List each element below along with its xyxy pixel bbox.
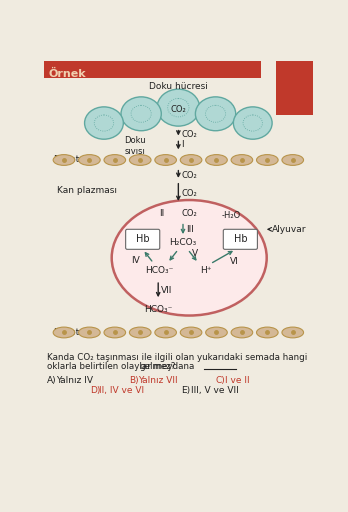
Ellipse shape [231,155,253,165]
Text: CO₂: CO₂ [171,105,186,115]
Ellipse shape [53,155,75,165]
Text: CO₂: CO₂ [181,189,197,198]
Ellipse shape [85,107,123,139]
Text: Doku
sıvısı: Doku sıvısı [124,136,146,156]
Text: -H₂O: -H₂O [222,211,241,220]
Text: CO₂: CO₂ [181,208,197,218]
Ellipse shape [129,155,151,165]
Ellipse shape [206,155,227,165]
Text: H⁺: H⁺ [200,266,212,275]
Text: III, V ve VII: III, V ve VII [191,387,238,395]
Ellipse shape [256,155,278,165]
Text: Yalnız VII: Yalnız VII [138,376,178,385]
Text: II: II [159,208,164,218]
Ellipse shape [104,327,126,338]
Ellipse shape [195,97,236,131]
Text: CO₂: CO₂ [181,171,197,180]
Text: I: I [181,140,184,149]
Ellipse shape [104,155,126,165]
Text: VII: VII [161,286,173,295]
Text: V: V [192,249,198,259]
Text: B): B) [129,376,139,385]
Text: III: III [186,225,194,234]
Text: A): A) [47,376,56,385]
Text: Yalnız IV: Yalnız IV [56,376,93,385]
Ellipse shape [53,327,75,338]
FancyBboxPatch shape [126,229,160,249]
Ellipse shape [79,327,100,338]
Text: Örnek: Örnek [49,69,87,79]
Text: gelmez?: gelmez? [139,362,176,371]
Ellipse shape [129,327,151,338]
Ellipse shape [231,327,253,338]
Text: II, IV ve VI: II, IV ve VI [99,387,144,395]
Text: I ve II: I ve II [225,376,250,385]
Text: HCO₃⁻: HCO₃⁻ [145,266,174,275]
Ellipse shape [256,327,278,338]
Ellipse shape [180,155,202,165]
Text: D): D) [90,387,100,395]
Text: Endotel: Endotel [53,328,87,337]
Ellipse shape [282,327,303,338]
Text: IV: IV [131,255,140,265]
Text: Alyuvar: Alyuvar [268,225,307,234]
Text: Endotel: Endotel [53,156,87,164]
Text: C): C) [215,376,225,385]
Text: Hb: Hb [234,234,247,244]
Text: H₂CO₃: H₂CO₃ [169,238,197,247]
Text: Doku hücresi: Doku hücresi [149,81,208,91]
Ellipse shape [234,107,272,139]
Text: oklarla belirtilen olaylar meydana: oklarla belirtilen olaylar meydana [47,362,197,371]
Text: Kanda CO₂ taşınması ile ilgili olan yukarıdaki semada hangi: Kanda CO₂ taşınması ile ilgili olan yuka… [47,352,307,361]
Text: HCO₃⁻: HCO₃⁻ [144,305,172,314]
Ellipse shape [155,327,176,338]
FancyBboxPatch shape [223,229,258,249]
Ellipse shape [180,327,202,338]
Text: Kan plazması: Kan plazması [57,186,118,195]
Ellipse shape [155,155,176,165]
Ellipse shape [112,200,267,315]
Text: VI: VI [229,257,238,266]
Ellipse shape [121,97,161,131]
Ellipse shape [206,327,227,338]
Ellipse shape [282,155,303,165]
FancyBboxPatch shape [276,61,313,115]
Ellipse shape [157,89,200,126]
Text: E): E) [181,387,191,395]
Ellipse shape [79,155,100,165]
Text: Hb: Hb [136,234,150,244]
FancyBboxPatch shape [44,61,261,78]
Text: CO₂: CO₂ [181,130,197,139]
